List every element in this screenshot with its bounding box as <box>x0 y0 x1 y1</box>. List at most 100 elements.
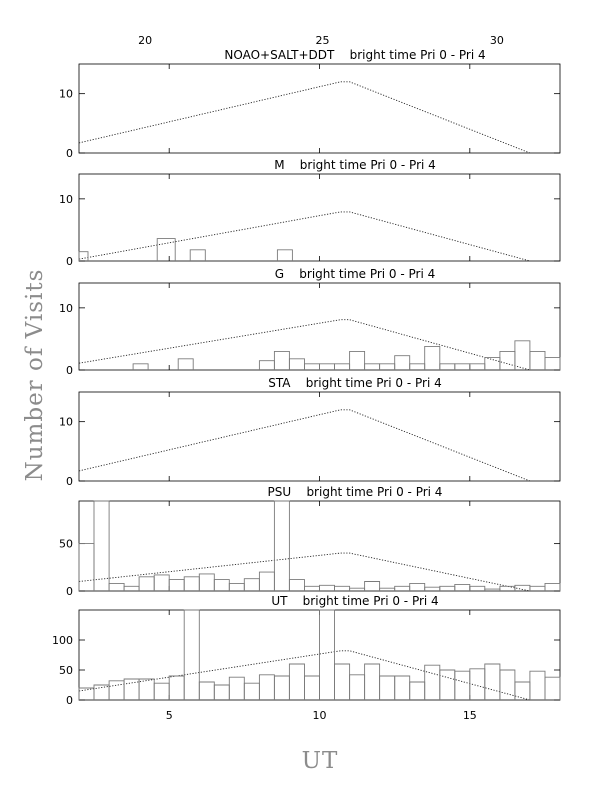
panel: NOAO+SALT+DDT bright time Pri 0 - Pri 4 0… <box>59 48 561 160</box>
panel-title: NOAO+SALT+DDT bright time Pri 0 - Pri 4 <box>224 48 485 62</box>
histogram-bin <box>288 358 305 370</box>
histogram-bin <box>276 249 293 261</box>
histogram-bin <box>132 363 149 370</box>
histogram-bin <box>78 543 95 591</box>
histogram-bin <box>108 680 125 700</box>
histogram-bin <box>198 681 215 700</box>
histogram-bin <box>183 609 200 700</box>
histogram-bin <box>334 663 351 700</box>
histogram-bin <box>424 664 441 700</box>
histogram-bin <box>454 363 471 370</box>
histogram-bin <box>213 579 230 591</box>
model-curve <box>78 81 531 154</box>
histogram-bin <box>349 350 366 370</box>
panel-title: M bright time Pri 0 - Pri 4 <box>274 158 436 172</box>
histogram-bin <box>258 571 275 591</box>
histogram-bin <box>273 675 290 700</box>
histogram-bin <box>454 583 471 591</box>
histogram-bin <box>304 585 320 591</box>
histogram-bin <box>469 585 486 591</box>
histogram-bin <box>93 500 110 591</box>
histogram-bin <box>273 500 290 591</box>
histogram-bin <box>138 576 155 591</box>
histogram-bin <box>379 363 396 370</box>
y-tick-label: 0 <box>66 147 73 160</box>
model-curve <box>78 319 531 371</box>
panel-frame <box>78 173 561 262</box>
histogram-bin <box>499 585 516 591</box>
histogram-bin <box>394 675 411 700</box>
histogram-bin <box>334 585 351 591</box>
panel-title: PSU bright time Pri 0 - Pri 4 <box>268 485 443 499</box>
histogram-bin <box>243 682 260 700</box>
x-axis-label: UT <box>302 748 339 774</box>
y-tick-label: 10 <box>59 302 73 315</box>
histogram-bin <box>198 573 215 591</box>
panel: STA bright time Pri 0 - Pri 4 0 10 <box>59 376 561 488</box>
histogram-bin <box>334 363 351 370</box>
histogram-bin <box>544 357 561 370</box>
histogram-bin <box>514 340 531 370</box>
histogram-bin <box>304 675 320 700</box>
histogram-bin <box>454 670 471 700</box>
histogram-bin <box>228 582 245 591</box>
histogram-bin <box>273 350 290 370</box>
histogram-bin <box>304 363 320 370</box>
panel-frame <box>78 391 561 482</box>
top-tick-label: 30 <box>490 34 504 47</box>
histogram-bin <box>409 681 426 700</box>
histogram-bin <box>529 670 546 700</box>
panel: UT bright time Pri 0 - Pri 4 0 50 100 <box>52 594 561 707</box>
x-tick-label: 10 <box>313 709 327 722</box>
top-tick-label: 20 <box>138 34 152 47</box>
histogram-bin <box>319 609 335 700</box>
y-tick-label: 0 <box>66 694 73 707</box>
panel-frame <box>78 63 561 154</box>
y-tick-label: 0 <box>66 585 73 598</box>
panel-title: UT bright time Pri 0 - Pri 4 <box>271 594 438 608</box>
histogram-bin <box>258 360 275 370</box>
y-tick-label: 10 <box>59 416 73 429</box>
y-tick-label: 50 <box>59 538 73 551</box>
top-tick-label: 25 <box>316 34 330 47</box>
histogram-bin <box>379 587 396 591</box>
histogram-bin <box>153 574 170 591</box>
panel-frame <box>78 500 561 592</box>
histogram-bin <box>168 579 185 591</box>
histogram-bin <box>243 578 260 591</box>
model-curve <box>78 409 531 482</box>
panel: PSU bright time Pri 0 - Pri 4 0 50 <box>59 485 561 598</box>
y-tick-label: 0 <box>66 364 73 377</box>
y-tick-label: 50 <box>59 664 73 677</box>
histogram-bin <box>168 675 185 700</box>
histogram-bin <box>529 585 546 591</box>
histogram-bin <box>499 350 516 370</box>
x-tick-label: 15 <box>463 709 477 722</box>
histogram-bin <box>228 676 245 700</box>
histogram-bin <box>544 582 561 591</box>
histogram-bin <box>439 363 456 370</box>
histogram-bin <box>319 584 335 591</box>
histogram-bin <box>424 345 441 370</box>
y-tick-label: 0 <box>66 475 73 488</box>
histogram-bin <box>288 663 305 700</box>
histogram-bin <box>156 238 176 261</box>
histogram-bin <box>123 585 140 591</box>
histogram-bin <box>409 582 426 591</box>
histogram-bin <box>189 249 206 261</box>
histogram-bin <box>439 669 456 700</box>
y-tick-label: 0 <box>66 255 73 268</box>
histogram-bin <box>78 687 95 700</box>
histogram-bin <box>123 678 140 700</box>
histogram-bin <box>258 674 275 700</box>
histogram-bin <box>78 251 89 261</box>
histogram-bin <box>394 585 411 591</box>
histogram-bin <box>424 586 441 591</box>
panels: NOAO+SALT+DDT bright time Pri 0 - Pri 4 0… <box>52 48 561 722</box>
histogram-bin <box>213 684 230 700</box>
histogram-bin <box>349 587 366 591</box>
y-tick-label: 100 <box>52 634 73 647</box>
histogram-bin <box>514 681 531 700</box>
model-curve <box>78 211 531 262</box>
